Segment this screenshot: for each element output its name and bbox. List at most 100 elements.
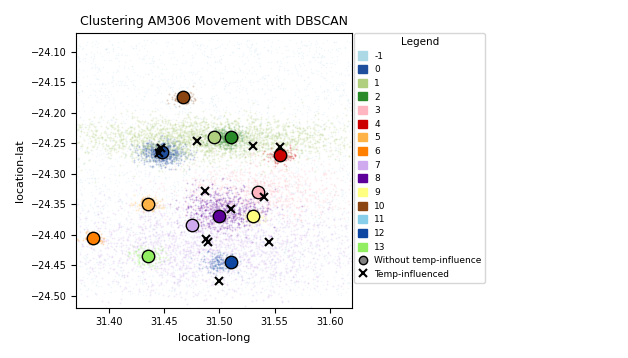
Point <box>249 143 259 149</box>
Point <box>217 131 227 136</box>
Point <box>355 230 365 236</box>
Point <box>77 179 87 185</box>
Point <box>214 231 224 237</box>
Point <box>274 156 284 161</box>
Point <box>246 199 256 205</box>
Point <box>215 200 225 205</box>
Point <box>210 182 220 188</box>
Point <box>217 125 227 131</box>
Point <box>117 140 127 146</box>
Point <box>232 263 242 269</box>
Point <box>89 200 99 205</box>
Point <box>261 188 271 194</box>
Point <box>209 271 219 277</box>
Point <box>281 142 291 147</box>
Point <box>179 37 189 43</box>
Point <box>77 123 87 129</box>
Point <box>151 142 161 148</box>
Point <box>224 206 234 212</box>
Point <box>185 247 195 253</box>
Point <box>213 262 223 267</box>
Point <box>251 117 261 122</box>
Point <box>74 179 84 184</box>
Point <box>323 167 333 173</box>
Point <box>205 48 215 53</box>
Point <box>293 159 303 165</box>
Point <box>222 137 232 143</box>
Point <box>183 110 193 115</box>
Point <box>138 214 148 220</box>
Point <box>211 202 221 207</box>
Point <box>200 201 210 207</box>
Point <box>244 176 254 182</box>
Point <box>120 153 130 159</box>
Point <box>187 129 197 134</box>
Point <box>214 242 224 247</box>
Point <box>275 153 285 158</box>
Point <box>224 123 234 129</box>
Point <box>177 135 187 140</box>
Point <box>253 225 263 231</box>
Point <box>232 199 242 205</box>
Point <box>195 213 205 219</box>
Point <box>151 202 161 208</box>
Point <box>293 166 303 171</box>
Point <box>116 244 126 250</box>
Point <box>146 83 156 88</box>
Point <box>174 85 184 91</box>
Point <box>213 139 223 144</box>
Point <box>78 274 88 280</box>
Point <box>269 173 279 179</box>
Point <box>309 126 319 132</box>
Point <box>151 155 161 161</box>
Point <box>160 151 170 157</box>
Point <box>286 139 296 145</box>
Point <box>342 280 352 286</box>
Point <box>139 203 149 208</box>
Point <box>258 229 268 235</box>
Point <box>180 118 190 124</box>
Point <box>298 53 308 59</box>
Point <box>233 269 243 275</box>
Point <box>257 135 267 141</box>
Point <box>252 50 262 56</box>
Point <box>276 270 286 276</box>
Point <box>229 197 239 203</box>
Point <box>111 216 121 222</box>
Point <box>201 125 211 130</box>
Point <box>170 147 180 153</box>
Point <box>99 129 109 135</box>
Point <box>84 237 94 242</box>
Point <box>321 71 331 76</box>
Point <box>217 132 227 137</box>
Point <box>173 212 183 218</box>
Point <box>269 193 279 199</box>
Point <box>110 103 120 109</box>
Point <box>83 259 93 265</box>
Point <box>197 271 207 277</box>
Point <box>309 54 319 60</box>
Point <box>280 127 290 133</box>
Point <box>126 78 136 84</box>
Point <box>216 145 226 151</box>
Point <box>229 148 239 154</box>
Point <box>222 143 232 149</box>
Point <box>331 47 341 52</box>
Point <box>263 217 273 222</box>
Point <box>149 136 159 142</box>
Point <box>174 127 184 133</box>
Point <box>229 195 239 200</box>
Point <box>215 138 225 144</box>
Point <box>99 108 109 114</box>
Point <box>268 284 278 290</box>
Point <box>121 248 131 253</box>
Point <box>295 174 305 179</box>
Point <box>149 133 159 139</box>
Point <box>214 139 224 144</box>
Point <box>338 140 349 145</box>
Point <box>253 212 263 218</box>
Point <box>110 55 120 61</box>
Point <box>243 130 253 136</box>
Point <box>158 150 168 156</box>
Point <box>171 178 181 184</box>
